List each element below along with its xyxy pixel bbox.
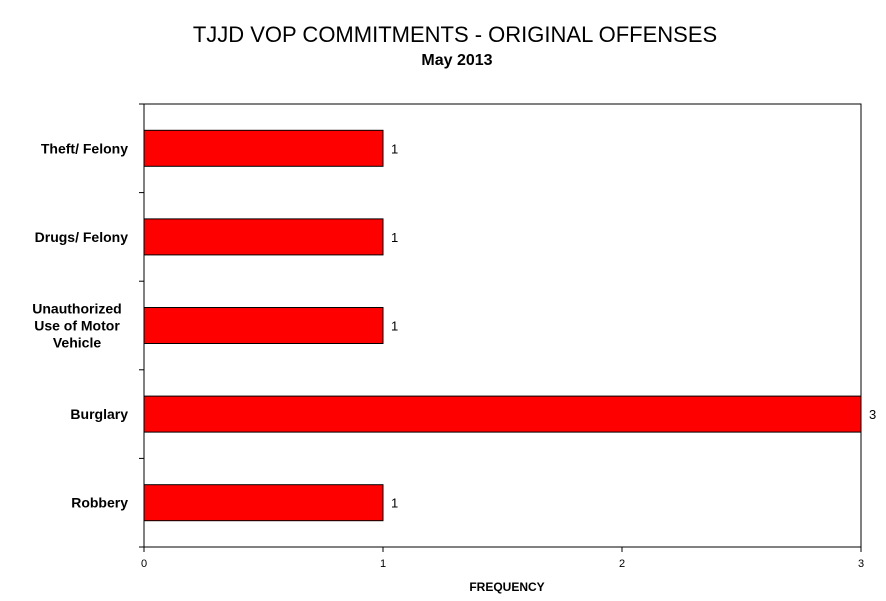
data-label: 1 [391,496,398,511]
bars-layer: 1 1 1 3 1 [143,129,876,522]
x-tick-label: 1 [380,558,386,570]
data-label: 1 [391,319,398,334]
x-tick-label: 0 [141,558,147,570]
category-label: Burglary [70,406,128,422]
category-labels: Theft/ Felony Drugs/ Felony Unauthorized Us… [32,140,128,510]
category-label: Robbery [71,495,128,511]
category-label: Theft/ Felony [41,140,128,156]
category-label: Unauthorized Use of Motor Vehicle [32,301,121,351]
chart-title: TJJD VOP COMMITMENTS - ORIGINAL OFFENSES [193,22,717,47]
x-tick-label: 3 [858,558,864,570]
bar [143,218,384,256]
data-label: 1 [391,230,398,245]
x-tick-label: 2 [619,558,625,570]
data-label: 3 [869,407,876,422]
bar [143,307,384,344]
chart-subtitle: May 2013 [421,52,492,69]
bar [143,129,384,167]
data-label: 1 [391,141,398,156]
bar [143,395,862,433]
x-axis-label: FREQUENCY [469,580,544,594]
axis-ticks [139,103,862,552]
x-tick-labels: 0 1 2 3 [141,558,864,570]
category-label: Drugs/ Felony [35,229,129,245]
bar [143,484,384,522]
